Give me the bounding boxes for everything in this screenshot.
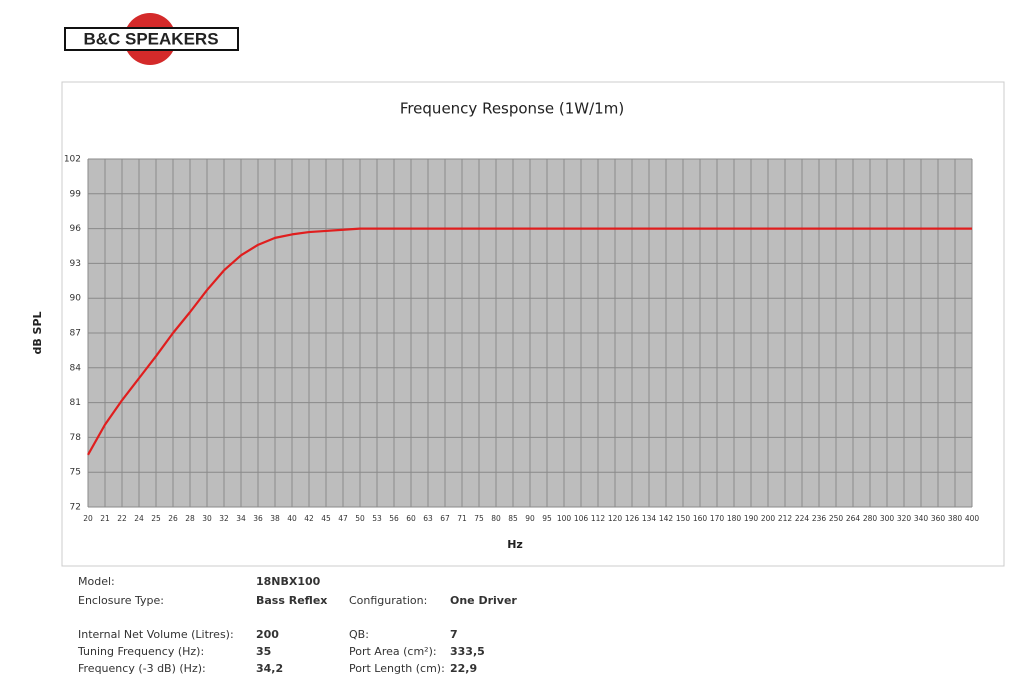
x-tick-label: 85 <box>508 514 518 523</box>
x-tick-label: 360 <box>931 514 946 523</box>
x-tick-label: 320 <box>897 514 912 523</box>
x-tick-label: 180 <box>727 514 742 523</box>
x-tick-label: 45 <box>321 514 331 523</box>
logo-text: B&C SPEAKERS <box>83 29 218 48</box>
x-tick-label: 120 <box>608 514 623 523</box>
x-tick-label: 100 <box>557 514 572 523</box>
x-tick-label: 212 <box>778 514 793 523</box>
spec-value: 35 <box>256 645 271 658</box>
logo: B&C SPEAKERS <box>64 13 239 65</box>
x-tick-label: 63 <box>423 514 433 523</box>
spec-value: 200 <box>256 628 279 641</box>
y-tick-label: 99 <box>70 189 82 199</box>
x-tick-label: 264 <box>846 514 861 523</box>
y-tick-label: 96 <box>70 224 82 234</box>
x-tick-label: 80 <box>491 514 501 523</box>
x-tick-label: 224 <box>795 514 810 523</box>
y-axis-label: dB SPL <box>31 311 44 354</box>
spec-value: 18NBX100 <box>256 575 321 588</box>
y-tick-label: 72 <box>70 503 81 513</box>
x-tick-label: 340 <box>914 514 929 523</box>
spec-value: 333,5 <box>450 645 485 658</box>
x-tick-label: 42 <box>304 514 314 523</box>
x-tick-label: 47 <box>338 514 348 523</box>
x-tick-label: 75 <box>474 514 484 523</box>
spec-label: Enclosure Type: <box>78 594 164 607</box>
x-tick-label: 71 <box>457 514 467 523</box>
x-tick-label: 236 <box>812 514 827 523</box>
x-tick-label: 280 <box>863 514 878 523</box>
x-tick-label: 53 <box>372 514 382 523</box>
x-tick-label: 22 <box>117 514 127 523</box>
x-tick-label: 90 <box>525 514 535 523</box>
x-tick-label: 380 <box>948 514 963 523</box>
x-tick-label: 38 <box>270 514 280 523</box>
x-tick-label: 106 <box>574 514 589 523</box>
x-tick-label: 50 <box>355 514 365 523</box>
y-tick-label: 78 <box>70 433 82 443</box>
x-tick-label: 200 <box>761 514 776 523</box>
x-tick-label: 67 <box>440 514 450 523</box>
x-tick-label: 112 <box>591 514 606 523</box>
y-tick-label: 90 <box>70 294 82 304</box>
y-tick-label: 81 <box>70 398 81 408</box>
x-tick-label: 34 <box>236 514 246 523</box>
y-tick-label: 102 <box>64 155 81 165</box>
x-tick-label: 60 <box>406 514 416 523</box>
x-tick-label: 32 <box>219 514 229 523</box>
response-line <box>87 227 972 456</box>
x-tick-label: 250 <box>829 514 844 523</box>
x-tick-label: 24 <box>134 514 144 523</box>
spec-label: Configuration: <box>349 594 427 607</box>
spec-label: Model: <box>78 575 115 588</box>
x-tick-label: 40 <box>287 514 297 523</box>
spec-value: Bass Reflex <box>256 594 327 607</box>
spec-label: Internal Net Volume (Litres): <box>78 628 234 641</box>
x-tick-label: 21 <box>100 514 110 523</box>
x-tick-label: 20 <box>83 514 93 523</box>
x-tick-label: 30 <box>202 514 212 523</box>
x-tick-label: 142 <box>659 514 674 523</box>
spec-value: 7 <box>450 628 458 641</box>
spec-label: Frequency (-3 dB) (Hz): <box>78 662 206 675</box>
x-tick-label: 134 <box>642 514 657 523</box>
spec-label: Port Area (cm²): <box>349 645 437 658</box>
x-tick-label: 170 <box>710 514 725 523</box>
y-tick-label: 87 <box>70 329 81 339</box>
y-tick-label: 75 <box>70 468 81 478</box>
x-tick-label: 126 <box>625 514 640 523</box>
logo-box <box>64 27 239 51</box>
spec-label: Tuning Frequency (Hz): <box>77 645 204 658</box>
y-tick-label: 93 <box>70 259 81 269</box>
x-tick-label: 25 <box>151 514 161 523</box>
chart-title: Frequency Response (1W/1m) <box>400 100 624 118</box>
spec-label: Port Length (cm): <box>349 662 445 675</box>
x-tick-label: 36 <box>253 514 263 523</box>
x-tick-label: 28 <box>185 514 195 523</box>
x-tick-label: 150 <box>676 514 691 523</box>
x-tick-label: 160 <box>693 514 708 523</box>
x-tick-label: 26 <box>168 514 178 523</box>
spec-value: One Driver <box>450 594 517 607</box>
x-tick-label: 95 <box>542 514 552 523</box>
x-tick-label: 300 <box>880 514 895 523</box>
x-tick-label: 400 <box>965 514 980 523</box>
x-tick-label: 56 <box>389 514 399 523</box>
x-tick-label: 190 <box>744 514 759 523</box>
spec-value: 34,2 <box>256 662 283 675</box>
y-tick-label: 84 <box>70 363 82 373</box>
x-axis-label: Hz <box>507 538 523 551</box>
spec-value: 22,9 <box>450 662 477 675</box>
spec-label: QB: <box>349 628 369 641</box>
